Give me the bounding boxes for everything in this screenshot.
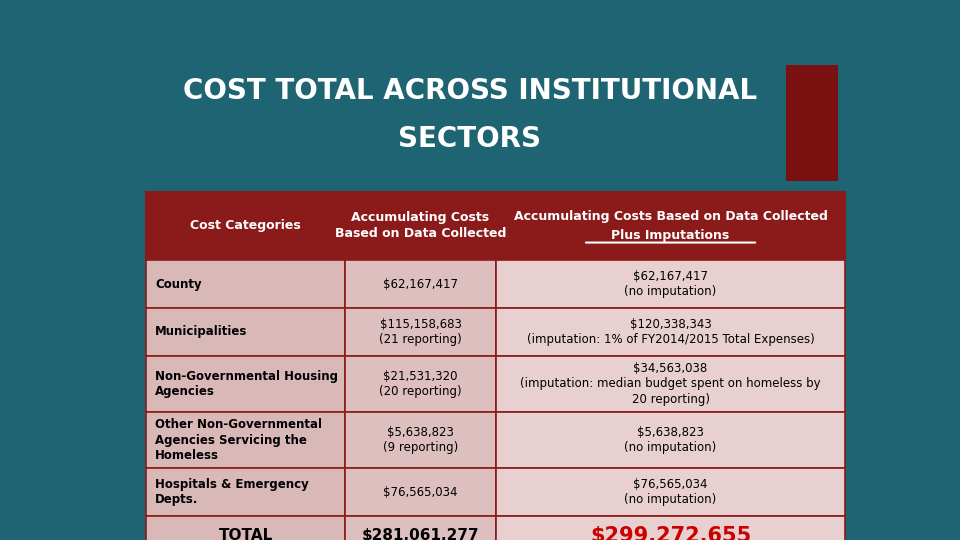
Text: $21,531,320
(20 reporting): $21,531,320 (20 reporting) [379, 370, 462, 398]
Text: $115,158,683
(21 reporting): $115,158,683 (21 reporting) [379, 318, 462, 346]
Text: Accumulating Costs Based on Data Collected: Accumulating Costs Based on Data Collect… [514, 210, 828, 223]
Text: $5,638,823
(no imputation): $5,638,823 (no imputation) [624, 426, 717, 454]
Bar [146, 468, 346, 516]
Text: $62,167,417
(no imputation): $62,167,417 (no imputation) [624, 270, 717, 299]
Text: $76,565,034: $76,565,034 [383, 485, 458, 498]
Bar [146, 412, 346, 468]
Bar [495, 260, 846, 308]
Text: Municipalities: Municipalities [155, 326, 248, 339]
Bar [495, 192, 846, 260]
Text: $76,565,034
(no imputation): $76,565,034 (no imputation) [624, 478, 717, 507]
Text: SECTORS: SECTORS [398, 125, 541, 153]
Text: Hospitals & Emergency
Depts.: Hospitals & Emergency Depts. [155, 478, 309, 507]
Bar [786, 65, 838, 181]
Bar [495, 308, 846, 356]
Bar [346, 412, 495, 468]
Text: $299,272,655: $299,272,655 [590, 526, 751, 540]
Bar [495, 356, 846, 412]
Bar [346, 356, 495, 412]
Text: $120,338,343
(imputation: 1% of FY2014/2015 Total Expenses): $120,338,343 (imputation: 1% of FY2014/2… [527, 318, 814, 346]
Bar [495, 516, 846, 540]
Text: Other Non-Governmental
Agencies Servicing the
Homeless: Other Non-Governmental Agencies Servicin… [155, 418, 322, 462]
Text: $62,167,417: $62,167,417 [383, 278, 458, 291]
Text: $281,061,277: $281,061,277 [362, 528, 479, 540]
Bar [146, 260, 346, 308]
Bar [346, 260, 495, 308]
Bar [146, 356, 346, 412]
Bar [495, 468, 846, 516]
Text: $34,563,038
(imputation: median budget spent on homeless by
20 reporting): $34,563,038 (imputation: median budget s… [520, 362, 821, 406]
Text: Non-Governmental Housing
Agencies: Non-Governmental Housing Agencies [155, 370, 338, 398]
Text: TOTAL: TOTAL [219, 528, 273, 540]
Bar [495, 412, 846, 468]
Bar [346, 516, 495, 540]
Text: Cost Categories: Cost Categories [190, 219, 301, 232]
Text: Accumulating Costs
Based on Data Collected: Accumulating Costs Based on Data Collect… [335, 212, 506, 240]
Bar [346, 308, 495, 356]
Bar [146, 516, 346, 540]
Bar [346, 192, 495, 260]
Text: Plus Imputations: Plus Imputations [612, 228, 730, 241]
Bar [346, 468, 495, 516]
Text: County: County [155, 278, 202, 291]
Text: $5,638,823
(9 reporting): $5,638,823 (9 reporting) [383, 426, 458, 454]
Bar [146, 308, 346, 356]
Text: COST TOTAL ACROSS INSTITUTIONAL: COST TOTAL ACROSS INSTITUTIONAL [182, 77, 756, 105]
Bar [146, 192, 346, 260]
